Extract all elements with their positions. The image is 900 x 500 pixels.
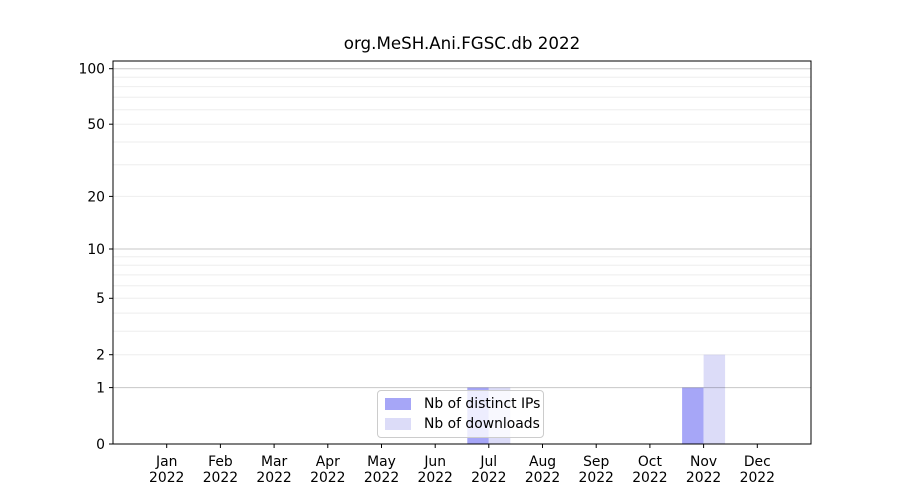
x-axis-tick-label-month: Jan — [155, 454, 177, 470]
x-axis-tick-label-month: Dec — [744, 454, 771, 470]
y-axis-tick-label: 50 — [87, 117, 105, 133]
legend-item-downloads: Nb of downloads — [385, 416, 540, 432]
legend-item-distinct-ips: Nb of distinct IPs — [385, 396, 540, 412]
x-axis-tick-label-month: Sep — [583, 454, 609, 470]
x-axis-tick-label-month: Jun — [423, 454, 446, 470]
x-axis-tick-label-month: Aug — [529, 454, 556, 470]
y-axis-tick-label: 10 — [87, 242, 105, 258]
y-axis-tick-label: 1 — [96, 381, 105, 397]
x-axis-tick-label-year: 2022 — [525, 470, 560, 486]
x-axis-tick-label-month: Feb — [208, 454, 233, 470]
y-axis-tick-label: 20 — [87, 189, 105, 205]
x-axis-tick-label-year: 2022 — [471, 470, 506, 486]
x-axis-tick-label-month: Oct — [638, 454, 663, 470]
y-axis-tick-label: 100 — [78, 62, 105, 78]
legend-label-distinct-ips: Nb of distinct IPs — [424, 396, 541, 413]
x-axis-tick-label-year: 2022 — [256, 470, 291, 486]
bar-nb-of-distinct-ips-nov — [682, 387, 704, 444]
x-axis-tick-label-year: 2022 — [740, 470, 775, 486]
legend-label-downloads: Nb of downloads — [424, 415, 540, 432]
chart-title: org.MeSH.Ani.FGSC.db 2022 — [343, 33, 581, 53]
x-axis-tick-label-month: Nov — [690, 454, 717, 470]
x-axis-tick-label-month: Jul — [479, 454, 497, 470]
x-axis-tick-label-year: 2022 — [203, 470, 238, 486]
y-axis-tick-label: 0 — [96, 437, 105, 453]
x-axis-tick-label-month: Mar — [261, 454, 287, 470]
legend-swatch-downloads — [385, 417, 411, 430]
plot-border — [112, 60, 812, 445]
x-axis-tick-label-year: 2022 — [686, 470, 721, 486]
x-axis-tick-label-month: Apr — [316, 454, 340, 470]
y-axis-tick-label: 2 — [96, 348, 105, 364]
x-axis-tick-label-year: 2022 — [310, 470, 345, 486]
x-axis-tick-label-year: 2022 — [364, 470, 399, 486]
x-axis-tick-label-year: 2022 — [579, 470, 614, 486]
legend-swatch-distinct-ips — [385, 398, 411, 411]
bar-nb-of-downloads-nov — [703, 354, 726, 444]
y-axis-tick-label: 5 — [96, 291, 105, 307]
x-axis-tick-label-year: 2022 — [632, 470, 667, 486]
x-axis-tick-label-year: 2022 — [149, 470, 184, 486]
x-axis-tick-label-month: May — [367, 454, 396, 470]
x-axis-tick-label-year: 2022 — [418, 470, 453, 486]
legend: Nb of distinct IPs Nb of downloads — [377, 390, 544, 438]
